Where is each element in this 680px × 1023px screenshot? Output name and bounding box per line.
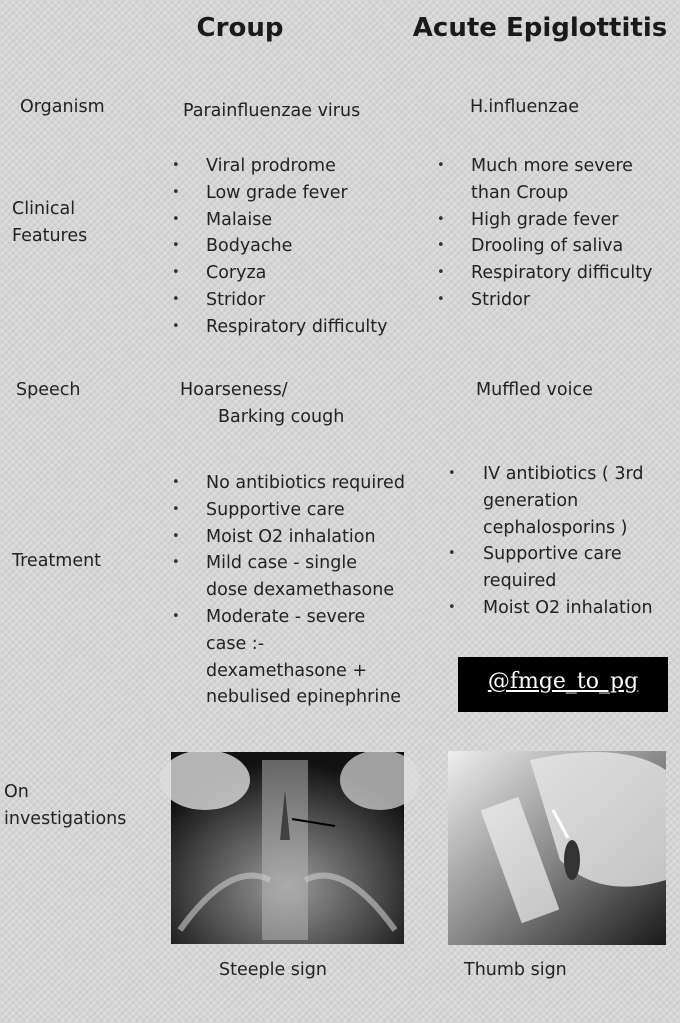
list-item: dose dexamethasone xyxy=(206,580,395,601)
list-item: Supportive care xyxy=(206,499,345,520)
list-item: than Croup xyxy=(471,182,569,203)
list-item: dexamethasone + xyxy=(206,660,368,681)
list-item: Moderate - severe xyxy=(206,607,366,627)
watermark-box: @fmge_to_pg xyxy=(458,657,668,712)
list-item: Low grade fever xyxy=(206,182,348,203)
bullet: • xyxy=(172,265,180,281)
list-item: IV antibiotics ( 3rd xyxy=(483,464,644,484)
list-item: Viral prodrome xyxy=(206,156,336,176)
row-label: On xyxy=(4,782,29,802)
image-caption: Thumb sign xyxy=(464,960,567,980)
bullet: • xyxy=(172,292,180,307)
column-header: Acute Epiglottitis xyxy=(412,13,668,43)
list-item: No antibiotics required xyxy=(206,473,405,493)
list-item: Mild case - single xyxy=(206,553,357,574)
bullet: • xyxy=(437,211,445,227)
row-label: Clinical xyxy=(12,199,76,219)
list-item: Bodyache xyxy=(206,236,293,257)
column-header: Croup xyxy=(196,13,284,43)
list-item: Much more severe xyxy=(471,156,633,176)
list-item: Stridor xyxy=(471,290,531,310)
row-label: Organism xyxy=(20,97,105,117)
image-caption: Steeple sign xyxy=(219,960,327,980)
cell-text: Hoarseness/ xyxy=(180,380,288,400)
list-item: Drooling of saliva xyxy=(471,236,624,257)
bullet: • xyxy=(172,609,180,624)
thumb-xray xyxy=(448,751,666,945)
bullet: • xyxy=(172,555,180,571)
list-item: Supportive care xyxy=(483,544,622,565)
cell-text: H.influenzae xyxy=(470,97,580,117)
list-item: cephalosporins ) xyxy=(483,517,628,538)
bullet: • xyxy=(437,292,445,307)
bullet: • xyxy=(448,600,456,615)
bullet: • xyxy=(172,501,180,517)
list-item: nebulised epinephrine xyxy=(206,687,402,708)
bullet: • xyxy=(172,158,180,173)
list-item: Moist O2 inhalation xyxy=(206,526,376,547)
list-item: Respiratory difficulty xyxy=(206,316,388,337)
list-item: Coryza xyxy=(206,263,267,284)
steeple-xray xyxy=(160,750,420,944)
bullet: • xyxy=(172,211,180,227)
list-item: case :- xyxy=(206,633,265,654)
list-item: required xyxy=(483,571,557,592)
bullet: • xyxy=(172,528,180,544)
watermark: @fmge_to_pg xyxy=(487,669,639,694)
cell-text: Muffled voice xyxy=(476,380,593,400)
list-item: Malaise xyxy=(206,209,273,230)
row-label: investigations xyxy=(4,808,127,829)
bullet: • xyxy=(172,238,180,254)
row-label: Treatment xyxy=(12,551,102,571)
list-item: Respiratory difficulty xyxy=(471,263,653,284)
bullet: • xyxy=(172,475,180,490)
bullet: • xyxy=(437,265,445,281)
row-label: Speech xyxy=(16,380,81,400)
cell-text: Barking cough xyxy=(218,407,345,427)
bullet: • xyxy=(172,318,180,334)
list-item: High grade fever xyxy=(471,209,619,230)
bullet: • xyxy=(172,184,180,200)
bullet: • xyxy=(448,466,456,481)
list-item: Moist O2 inhalation xyxy=(483,598,653,618)
bullet: • xyxy=(437,238,445,254)
list-item: generation xyxy=(483,490,579,511)
list-item: Stridor xyxy=(206,290,266,310)
bullet: • xyxy=(437,158,445,173)
cell-text: Parainfluenzae virus xyxy=(183,101,361,121)
bullet: • xyxy=(448,546,456,562)
row-label: Features xyxy=(12,225,88,246)
